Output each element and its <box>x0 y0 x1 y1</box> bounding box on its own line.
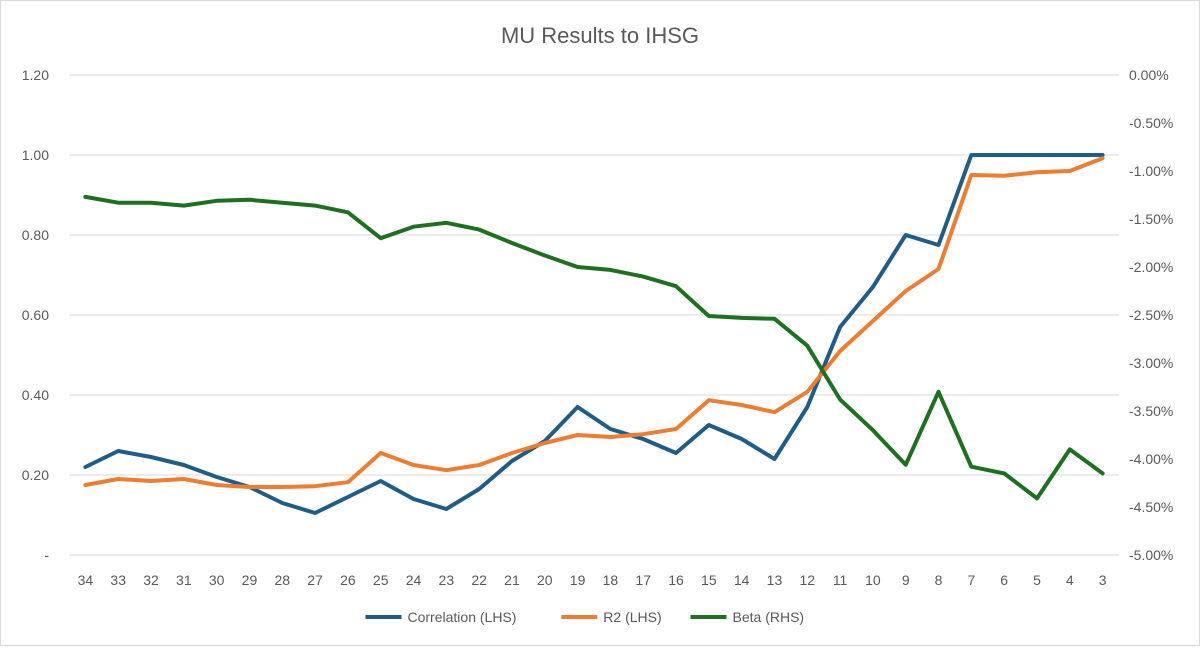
legend-label: Beta (RHS) <box>733 609 805 625</box>
x-tick-label: 9 <box>902 572 910 588</box>
series-line-correlation-lhs <box>83 153 1105 515</box>
legend-label: Correlation (LHS) <box>408 609 517 625</box>
x-tick-label: 32 <box>143 572 159 588</box>
x-tick-label: 5 <box>1033 572 1041 588</box>
right-tick-label: -2.50% <box>1129 307 1173 323</box>
x-tick-label: 27 <box>307 572 323 588</box>
x-tick-label: 22 <box>471 572 487 588</box>
series-lines <box>83 153 1105 515</box>
x-tick-label: 33 <box>110 572 126 588</box>
x-tick-label: 4 <box>1066 572 1074 588</box>
left-axis-tick-labels: - 0.20 0.40 0.60 0.80 1.00 1.20 <box>22 67 50 563</box>
gridlines <box>69 74 1119 556</box>
x-tick-label: 8 <box>935 572 943 588</box>
legend-label: R2 (LHS) <box>603 609 661 625</box>
right-tick-label: -2.00% <box>1129 259 1173 275</box>
x-tick-label: 34 <box>78 572 94 588</box>
left-tick-label: 0.40 <box>22 387 49 403</box>
x-tick-label: 17 <box>635 572 651 588</box>
right-tick-label: -3.00% <box>1129 355 1173 371</box>
x-tick-label: 3 <box>1099 572 1107 588</box>
left-tick-label: 1.00 <box>22 147 49 163</box>
right-tick-label: -4.50% <box>1129 499 1173 515</box>
series-line-r2-lhs <box>83 156 1105 489</box>
left-tick-label: 0.80 <box>22 227 49 243</box>
left-tick-label: 0.20 <box>22 467 49 483</box>
x-tick-label: 7 <box>967 572 975 588</box>
x-tick-label: 12 <box>799 572 815 588</box>
right-tick-label: -0.50% <box>1129 115 1173 131</box>
x-tick-label: 16 <box>668 572 684 588</box>
chart-title: MU Results to IHSG <box>501 23 699 48</box>
x-tick-label: 10 <box>865 572 881 588</box>
right-tick-label: -4.00% <box>1129 451 1173 467</box>
x-tick-label: 20 <box>537 572 553 588</box>
x-tick-label: 24 <box>406 572 422 588</box>
right-axis-tick-labels: -5.00% -4.50% -4.00% -3.50% -3.00% -2.50% -2.0… <box>1129 67 1173 563</box>
x-tick-label: 26 <box>340 572 356 588</box>
x-tick-label: 14 <box>734 572 750 588</box>
x-tick-label: 15 <box>701 572 717 588</box>
x-tick-label: 31 <box>176 572 192 588</box>
right-tick-label: -3.50% <box>1129 403 1173 419</box>
x-tick-label: 23 <box>439 572 455 588</box>
x-tick-label: 21 <box>504 572 520 588</box>
left-tick-label: 0.60 <box>22 307 49 323</box>
x-tick-label: 30 <box>209 572 225 588</box>
x-tick-label: 6 <box>1000 572 1008 588</box>
legend-item: Correlation (LHS) <box>365 609 517 625</box>
x-tick-label: 11 <box>833 572 848 588</box>
right-tick-label: -5.00% <box>1129 547 1173 563</box>
x-tick-label: 28 <box>274 572 290 588</box>
x-tick-label: 19 <box>570 572 586 588</box>
right-tick-label: -1.00% <box>1129 163 1173 179</box>
x-tick-label: 18 <box>603 572 619 588</box>
x-tick-label: 25 <box>373 572 389 588</box>
legend: Correlation (LHS) R2 (LHS) Beta (RHS) <box>365 609 805 625</box>
x-axis-tick-labels: 34 33 32 31 30 29 28 27 26 25 24 23 22 21 20 19 18 17 16 15… <box>78 572 1107 588</box>
left-tick-label: 1.20 <box>22 67 49 83</box>
right-tick-label: 0.00% <box>1129 67 1169 83</box>
left-tick-label: - <box>44 547 49 563</box>
series-line-beta-rhs <box>83 194 1105 501</box>
x-tick-label: 13 <box>767 572 783 588</box>
right-tick-label: -1.50% <box>1129 211 1173 227</box>
x-tick-label: 29 <box>242 572 258 588</box>
legend-item: R2 (LHS) <box>561 609 662 625</box>
legend-item: Beta (RHS) <box>690 609 805 625</box>
